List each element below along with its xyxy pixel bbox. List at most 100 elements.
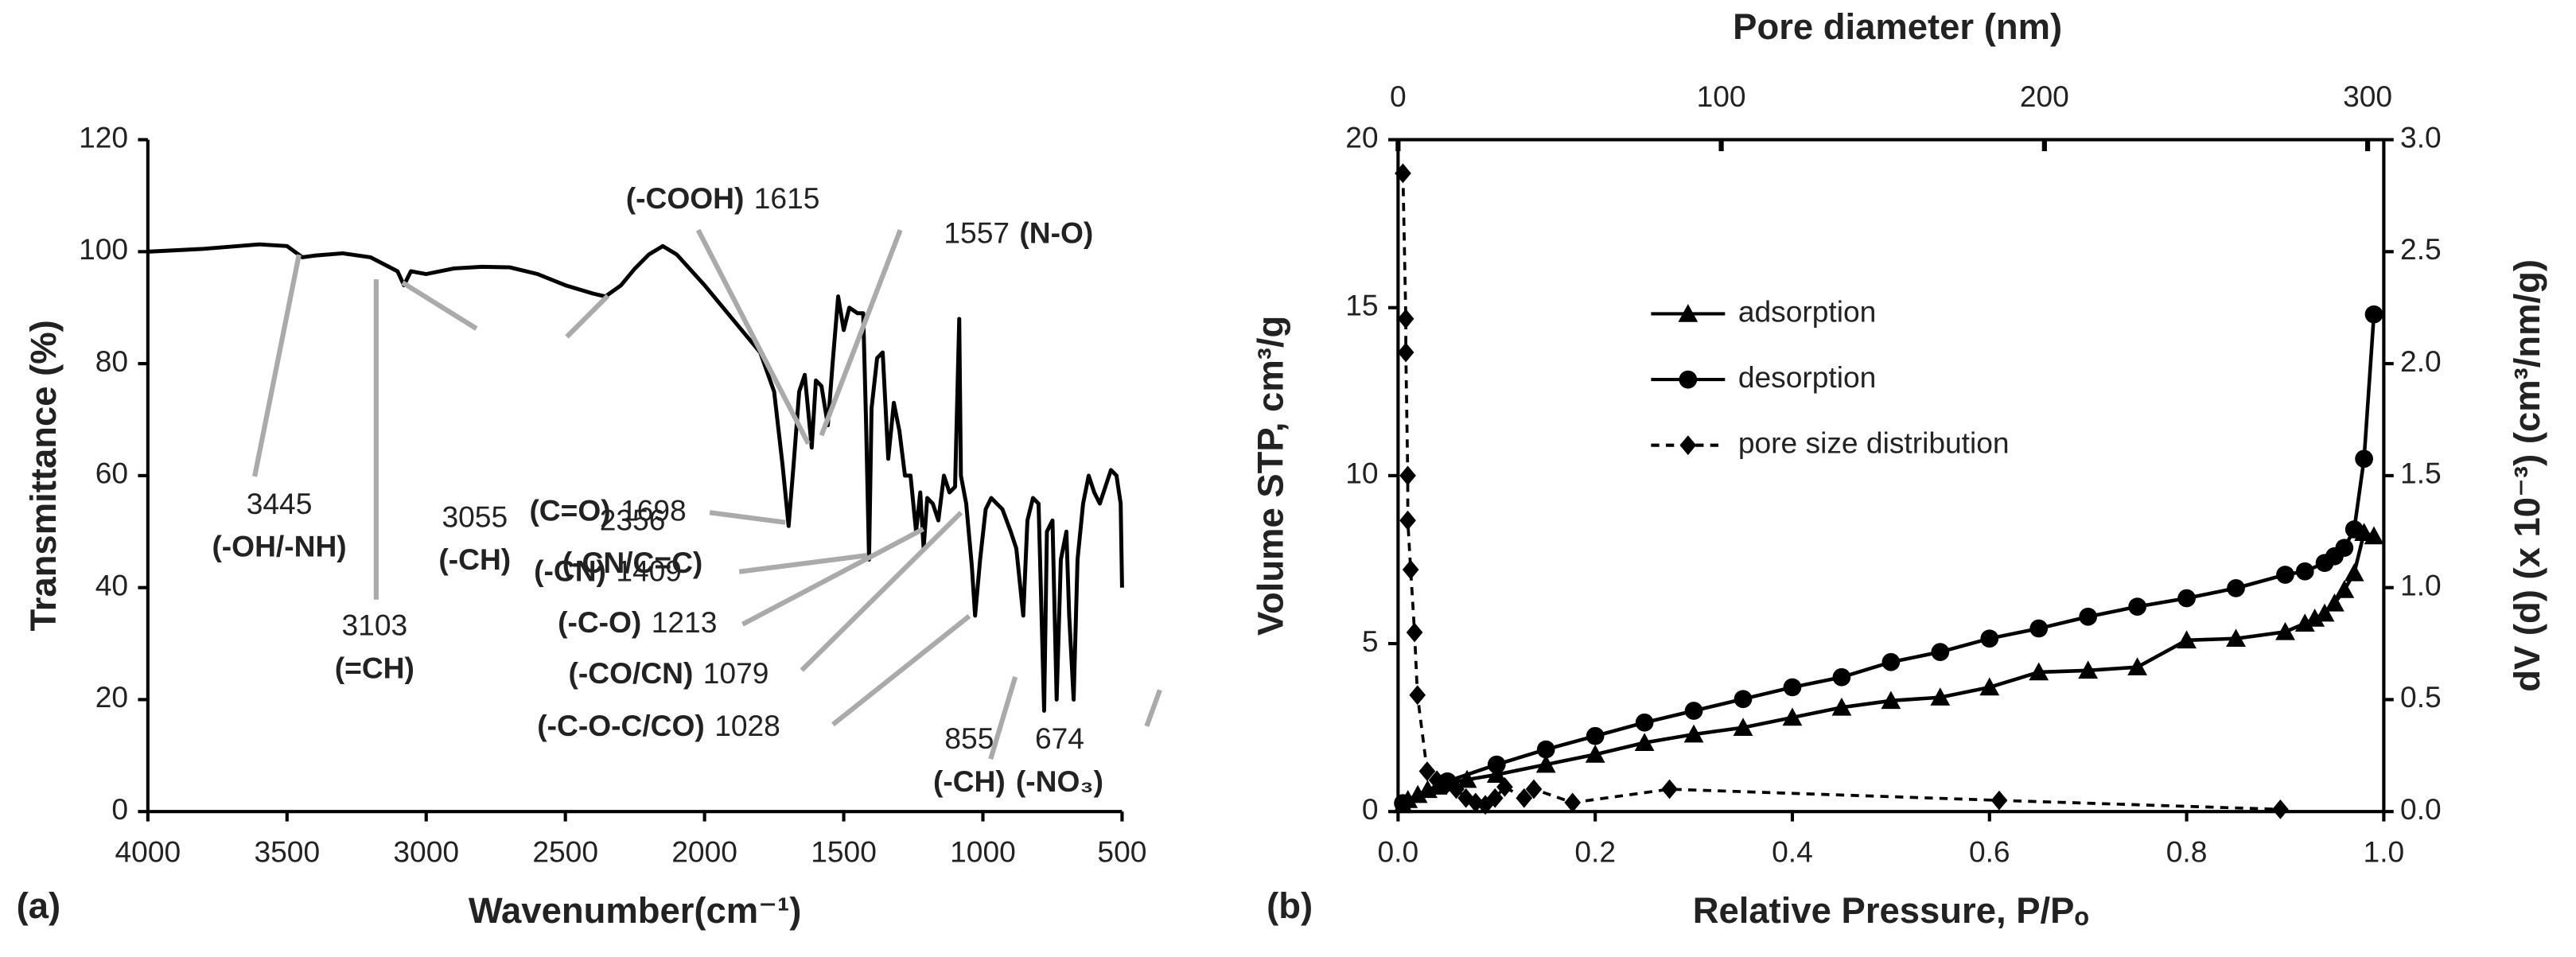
data-point [1684, 702, 1703, 720]
data-point [2177, 630, 2197, 649]
data-point [2276, 566, 2294, 584]
annotation-value: 1698 [621, 493, 687, 527]
y-axis-title: Transmittance (%) [23, 320, 64, 631]
data-point [1487, 755, 1506, 774]
y-tick-label: 5 [1362, 624, 1379, 658]
x-tick-label: 1.0 [2364, 835, 2405, 869]
annotation-group: (-COOH) [626, 181, 745, 215]
x-tick-label: 1500 [811, 835, 877, 869]
spectrum-line [147, 242, 1124, 713]
annotation-leader [252, 254, 302, 477]
annotation-group: (-C-O) [558, 605, 641, 639]
data-point [1457, 769, 1477, 788]
y-tick-label: 100 [79, 232, 128, 266]
x-tick-label: 3500 [254, 835, 320, 869]
y2-tick-label: 2.0 [2400, 344, 2442, 378]
x2-tick-label: 0 [1390, 80, 1407, 113]
x-tick-label: 0.8 [2166, 835, 2208, 869]
data-point [1930, 687, 1951, 706]
data-point [2325, 593, 2344, 612]
annotation-group: (-CO/CN) [569, 656, 694, 690]
annotation-group: (=CH) [335, 651, 414, 684]
y-tick-label: 15 [1345, 289, 1378, 322]
data-point [1881, 652, 1901, 671]
y2-tick-label: 2.5 [2400, 232, 2442, 266]
legend-label: desorption [1738, 360, 1877, 394]
y-tick-label: 40 [95, 568, 128, 601]
annotation-value: 1213 [652, 605, 718, 639]
x-tick-label: 0.2 [1574, 835, 1616, 869]
data-point [2305, 608, 2325, 627]
y-tick-label: 20 [95, 680, 128, 714]
y2-tick-label: 3.0 [2400, 120, 2442, 154]
annotation-value: 3055 [442, 500, 508, 533]
annotation-group: (-CN/C=C) [562, 546, 702, 579]
data-point [2078, 660, 2099, 679]
data-point [2334, 580, 2355, 598]
annotation-group: (N-O) [1019, 216, 1093, 249]
x2-axis-title: Pore diameter (nm) [1733, 6, 2062, 47]
data-point [2364, 305, 2383, 324]
annotation-group: (-CH) [438, 543, 511, 576]
data-point [2275, 621, 2295, 640]
y-tick-label: 10 [1345, 457, 1378, 490]
series-line [1401, 173, 2281, 811]
data-point [1406, 622, 1423, 643]
annotation-group: (-C-O-C/CO) [537, 709, 705, 742]
data-point [1525, 779, 1543, 799]
panel-label: (a) [17, 885, 61, 926]
data-point [2227, 578, 2245, 597]
data-point [1733, 718, 1753, 736]
annotation-group: (-NO₃) [1016, 764, 1103, 798]
data-point [1536, 740, 1555, 759]
legend-marker [1679, 370, 1698, 389]
x-tick-label: 0.4 [1772, 835, 1813, 869]
annotation-group: (-CN) [534, 554, 606, 588]
annotation-leader [988, 675, 1018, 760]
annotation-leader [800, 511, 963, 672]
y2-axis-title: dV (d) (x 10⁻³) (cm³/nm/g) [2507, 259, 2547, 692]
x2-tick-label: 200 [2020, 80, 2069, 113]
x-tick-label: 500 [1097, 835, 1146, 869]
data-point [1931, 643, 1950, 661]
annotation-value: 1409 [616, 554, 682, 588]
annotation-leader [401, 280, 478, 331]
data-point [2344, 520, 2364, 539]
legend-label: pore size distribution [1738, 426, 2010, 459]
data-point [2079, 607, 2098, 626]
data-point [2294, 613, 2315, 632]
annotation-value: 1615 [754, 181, 820, 215]
data-point [2029, 662, 2049, 681]
annotation-value: 674 [1035, 722, 1084, 755]
x-tick-label: 0.0 [1378, 835, 1419, 869]
data-point [2295, 562, 2314, 581]
x2-tick-label: 100 [1697, 80, 1746, 113]
y2-tick-label: 0.0 [2400, 792, 2442, 826]
annotation-group: (C=O) [529, 493, 610, 527]
data-point [2355, 449, 2373, 469]
x2-tick-label: 300 [2343, 80, 2392, 113]
y-tick-label: 60 [95, 457, 128, 490]
data-point [1394, 794, 1412, 812]
annotation: (-C-O-C/CO) 1028 [537, 709, 780, 742]
data-point [1979, 677, 2000, 696]
annotation-leader [741, 527, 925, 627]
data-point [2226, 628, 2246, 648]
annotation-leader [565, 294, 610, 339]
annotation: (-CO/CN) 1079 [569, 656, 769, 690]
data-point [1782, 707, 1803, 726]
annotation: (-COOH) 1615 [626, 181, 820, 215]
y2-tick-label: 0.5 [2400, 680, 2442, 714]
data-point [1448, 779, 1465, 799]
annotation-leader [819, 229, 903, 437]
x-tick-label: 2500 [532, 835, 598, 869]
annotation: (C=O) 1698 [529, 493, 686, 527]
data-point [2127, 657, 2148, 675]
annotation-leader [695, 228, 811, 445]
data-point [2177, 589, 2196, 608]
annotation-group: (-CH) [933, 764, 1006, 798]
annotation: (-C-O) 1213 [558, 605, 717, 639]
panel-label: (b) [1267, 885, 1313, 926]
